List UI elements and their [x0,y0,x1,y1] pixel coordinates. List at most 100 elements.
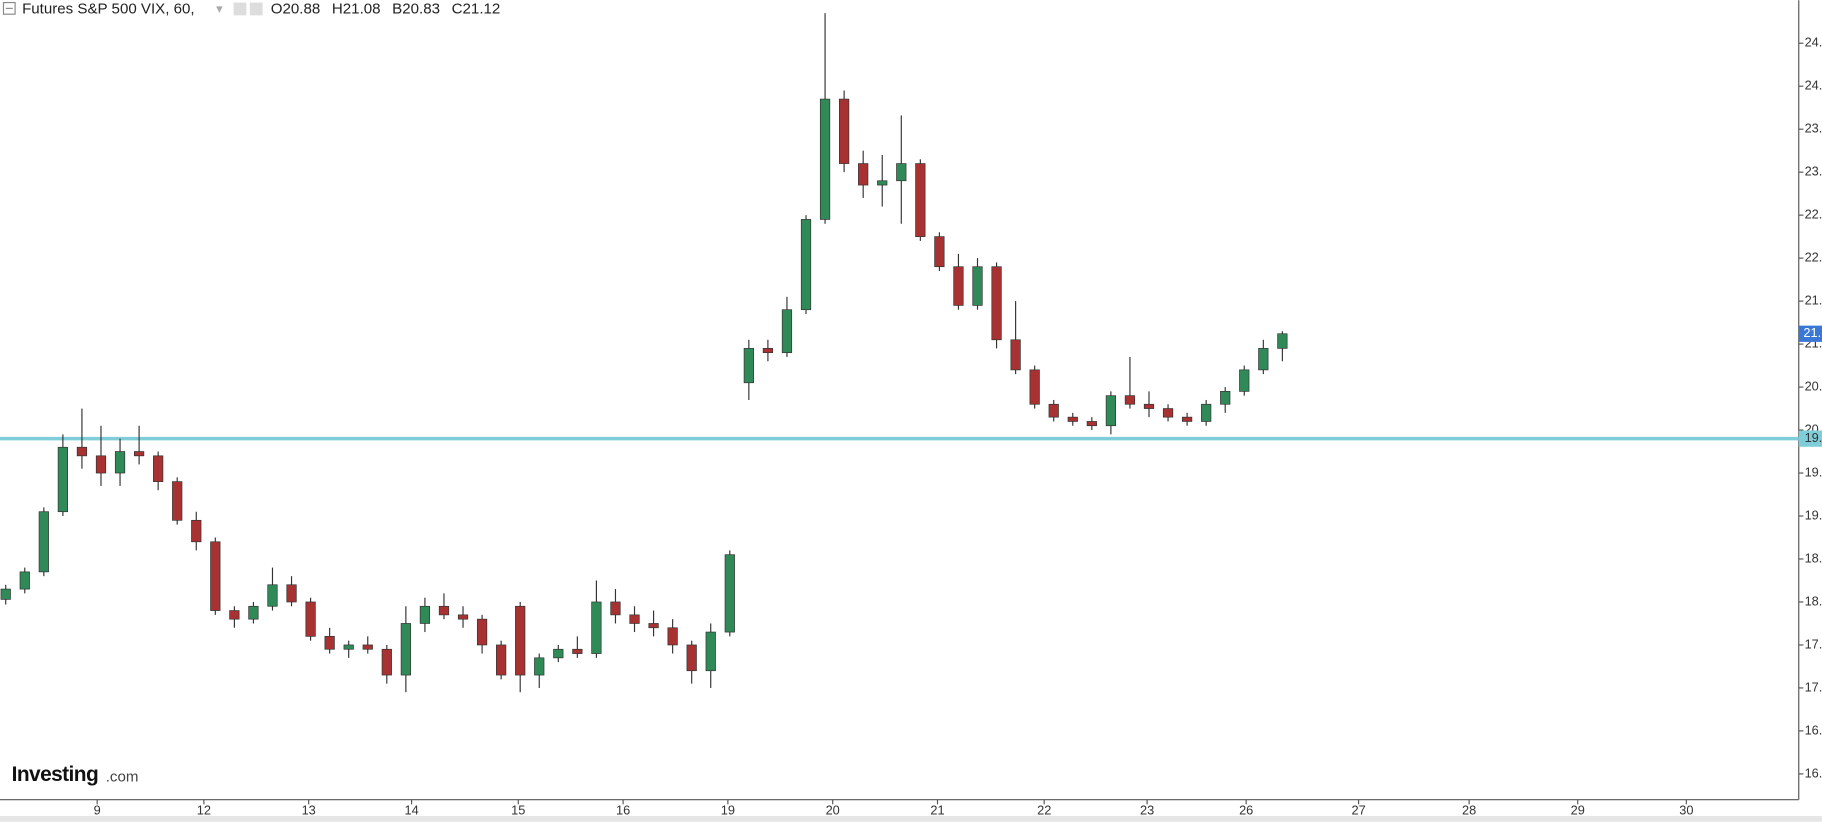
bottom-strip [0,815,1822,822]
y-tick-label: 16. [1805,765,1822,780]
candle-body [648,623,659,629]
y-tick-label: 21. [1805,292,1822,307]
ohlc-readout: O20.88 H21.08 B20.83 C21.12 [271,1,501,18]
candle-body [267,584,278,607]
y-tick-label: 16. [1805,722,1822,737]
candle-body [419,605,431,624]
candle-body [991,266,1002,341]
candle-body [953,266,964,306]
logo-brand: Investing [12,763,99,786]
candle-body [210,541,221,611]
candle-body [1105,395,1116,427]
hline-tag [1798,430,1822,447]
y-tick-label: 18. [1805,550,1822,565]
x-tick-label: 13 [302,803,316,818]
x-tick-label: 14 [404,803,418,818]
candle-body [286,584,297,603]
candle-body [1162,408,1174,418]
candle-body [0,588,11,600]
candle-body [324,636,335,650]
settings-icon[interactable] [233,2,247,16]
candle-body [934,236,945,268]
candle-body [553,648,564,659]
candle-body [800,219,812,311]
y-tick-label: 24. [1805,35,1822,50]
x-tick-label: 23 [1140,803,1154,818]
candle-body [153,455,164,482]
y-tick-label: 18. [1805,593,1822,608]
x-tick-label: 19 [721,803,735,818]
candle-body [76,446,88,457]
candle-body [57,446,68,513]
candle-body [781,309,793,354]
candle-body [629,614,640,624]
candle-body [381,648,392,676]
candle-body [343,644,354,650]
candle-body [705,631,716,672]
x-tick-label: 20 [826,803,840,818]
candle-body [229,610,240,620]
x-tick-label: 9 [94,803,101,818]
candle-body [172,481,183,521]
candle-body [114,451,126,474]
candle-body [1086,421,1097,427]
y-tick-label: 23. [1805,121,1822,136]
x-tick-label: 16 [616,803,630,818]
ohlc-value: O20.88 [271,1,321,18]
collapse-icon[interactable] [2,1,16,15]
hide-icon[interactable] [249,2,263,16]
candle-body [972,266,983,306]
candle-body [1181,416,1193,422]
candle-body [572,648,583,654]
candle-body [1277,333,1288,349]
x-tick-label: 27 [1351,803,1365,818]
ohlc-value: B20.83 [392,1,440,18]
dropdown-arrow[interactable]: ▾ [216,1,223,16]
candle-body [95,455,107,474]
candle-body [1239,369,1250,392]
x-tick-label: 28 [1462,803,1476,818]
candle-body [1067,416,1078,422]
x-tick-label: 30 [1679,803,1693,818]
y-tick-label: 17. [1805,636,1822,651]
candle-body [248,605,259,620]
price-tag [1798,325,1822,342]
candle-body [1258,348,1269,371]
candle-body [610,601,621,616]
y-tick-label: 17. [1805,679,1822,694]
candle-body [19,571,30,590]
candle-body [915,163,926,237]
candle-body [476,618,488,646]
x-tick-label: 29 [1571,803,1585,818]
candle-body [534,657,545,676]
y-tick-label: 24. [1805,78,1822,93]
y-tick-label: 20. [1805,378,1822,393]
candle-body [38,511,49,573]
candle-body [724,554,735,633]
candle-body [1048,403,1059,418]
candle-body [1124,395,1136,405]
candle-body [686,644,697,672]
candle-body [762,348,774,354]
y-tick-label: 23. [1805,164,1822,179]
candle-body [877,180,888,186]
candle-body [133,451,145,457]
x-tick-label: 21 [930,803,944,818]
y-tick-label: 19. [1805,507,1822,522]
candle-body [1010,339,1021,371]
y-tick-label: 22. [1805,249,1822,264]
x-tick-label: 15 [511,803,525,818]
candle-body [191,519,202,543]
candle-body [515,605,526,676]
candle-body [896,163,907,182]
ohlc-value: H21.08 [332,1,381,18]
ohlc-value: C21.12 [452,1,501,18]
price-tag-label: 21. [1803,325,1821,340]
hline-label: 19. [1805,430,1822,445]
y-tick-label: 19. [1805,464,1822,479]
x-tick-label: 22 [1037,803,1051,818]
logo-suffix: .com [106,769,139,786]
candle-body [362,644,373,650]
